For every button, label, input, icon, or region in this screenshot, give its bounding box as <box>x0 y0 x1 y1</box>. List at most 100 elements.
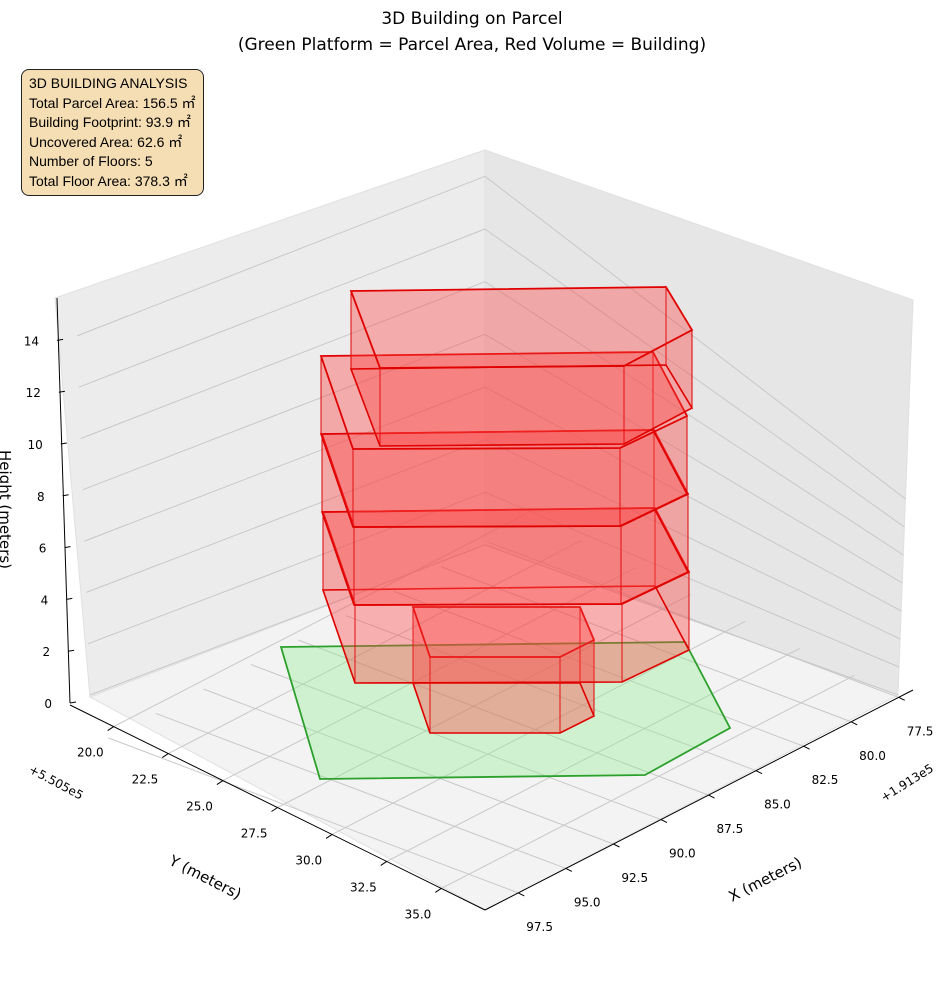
z-tick-label: 12 <box>26 386 41 400</box>
x-tick-label: 77.5 <box>907 724 934 738</box>
gridline <box>250 664 662 821</box>
gridline <box>441 674 855 889</box>
info-line: Number of Floors: 5 <box>29 153 153 169</box>
gridline <box>113 513 527 728</box>
gridline <box>484 228 905 528</box>
gridline <box>484 439 901 640</box>
gridline <box>76 175 486 337</box>
gridline <box>80 281 486 439</box>
y-axis-label: Y (meters) <box>165 851 244 903</box>
y-tick-label: 30.0 <box>295 853 322 867</box>
z-tick <box>66 597 73 600</box>
z-tick <box>69 701 77 704</box>
gridline <box>484 544 899 696</box>
tick-labels: 0 2 4 6 8 10 12 14 20.0 22.5 25.0 27.5 30.0 32.5 35.0 7… <box>24 334 934 933</box>
gridline <box>78 228 486 388</box>
y-tick-label: 27.5 <box>241 827 268 841</box>
info-line: Total Parcel Area: 156.5 ㎡ <box>29 94 196 111</box>
gridline <box>484 491 900 668</box>
info-line: Uncovered Area: 62.6 ㎡ <box>29 133 183 150</box>
x-tick <box>613 843 620 848</box>
gridline <box>298 639 709 796</box>
z-tick-label: 0 <box>44 697 52 711</box>
gridline <box>484 175 906 500</box>
x-offset-label: +1.913e5 <box>878 761 936 804</box>
x-tick <box>708 794 715 799</box>
x-tick-label: 97.5 <box>526 920 553 934</box>
x-tick <box>803 745 810 750</box>
gridline <box>331 621 746 835</box>
x-tick <box>898 696 905 701</box>
z-axis-line <box>56 297 71 704</box>
gridline <box>484 386 902 612</box>
info-line: Building Footprint: 93.9 ㎡ <box>29 114 191 130</box>
z-tick <box>62 494 69 497</box>
y-tick <box>107 726 114 731</box>
y-offset-label: +5.505e5 <box>27 762 86 802</box>
parcel-platform <box>279 641 732 780</box>
x-tick <box>565 867 573 872</box>
floor-5-bottom-face <box>349 364 694 447</box>
gridline <box>484 333 903 584</box>
floor-2-bottom-face <box>321 585 691 684</box>
z-tick <box>68 649 75 652</box>
info-line: Total Floor Area: 378.3 ㎡ <box>29 172 188 189</box>
gridline <box>393 590 804 747</box>
z-tick-label: 2 <box>43 645 51 659</box>
gridline <box>168 540 582 754</box>
gridline <box>86 439 486 593</box>
y-tick <box>380 861 387 866</box>
gridline <box>441 566 852 723</box>
x-tick-label: 87.5 <box>717 822 744 836</box>
z-tick-label: 10 <box>27 438 42 452</box>
y-tick <box>162 753 169 758</box>
x-tick <box>755 770 763 775</box>
x-tick-label: 82.5 <box>812 773 839 787</box>
gridline <box>345 615 757 772</box>
floor-3-bottom-face <box>320 507 690 606</box>
x-tick <box>660 819 668 824</box>
floor-1-top-face <box>411 606 596 658</box>
chart-title-line1: 3D Building on Parcel <box>381 9 562 29</box>
y-tick <box>216 780 224 785</box>
gridline <box>203 688 614 845</box>
x-tick-label: 95.0 <box>574 895 601 909</box>
y-tick-label: 20.0 <box>77 746 104 760</box>
z-tick <box>58 390 65 393</box>
z-tick-label: 4 <box>41 593 49 607</box>
y-tick-label: 22.5 <box>132 773 159 787</box>
gridlines <box>76 175 906 894</box>
gridline <box>488 541 899 698</box>
x-tick-label: 90.0 <box>669 847 696 861</box>
gridline <box>82 333 486 491</box>
y-tick <box>325 834 333 839</box>
x-tick-label: 85.0 <box>764 798 791 812</box>
y-tick <box>435 888 442 893</box>
info-heading: 3D BUILDING ANALYSIS <box>29 75 188 91</box>
gridline <box>155 712 567 869</box>
z-axis-label: Height (meters) <box>0 450 14 569</box>
gridline <box>386 648 800 862</box>
z-tick <box>56 338 64 341</box>
x-tick-label: 92.5 <box>621 871 648 885</box>
gridline <box>108 737 519 894</box>
gridline <box>84 386 486 542</box>
floor-1-bottom-face <box>411 682 596 734</box>
gridline <box>222 567 637 781</box>
building-volume <box>319 285 694 734</box>
gridline <box>89 544 486 696</box>
y-tick <box>271 807 278 812</box>
z-tick-label: 8 <box>37 490 45 504</box>
y-tick-label: 32.5 <box>350 880 377 894</box>
x-tick-label: 80.0 <box>859 749 886 763</box>
chart-title-line2: (Green Platform = Parcel Area, Red Volum… <box>238 35 706 55</box>
info-box: 3D BUILDING ANALYSIS Total Parcel Area: … <box>21 69 204 196</box>
floor-4-top-face <box>319 351 689 450</box>
floor-4-bottom-face <box>319 429 689 528</box>
y-tick-label: 25.0 <box>186 800 213 814</box>
x-tick <box>518 892 525 897</box>
y-tick-label: 35.0 <box>405 907 432 921</box>
z-tick <box>60 442 67 445</box>
